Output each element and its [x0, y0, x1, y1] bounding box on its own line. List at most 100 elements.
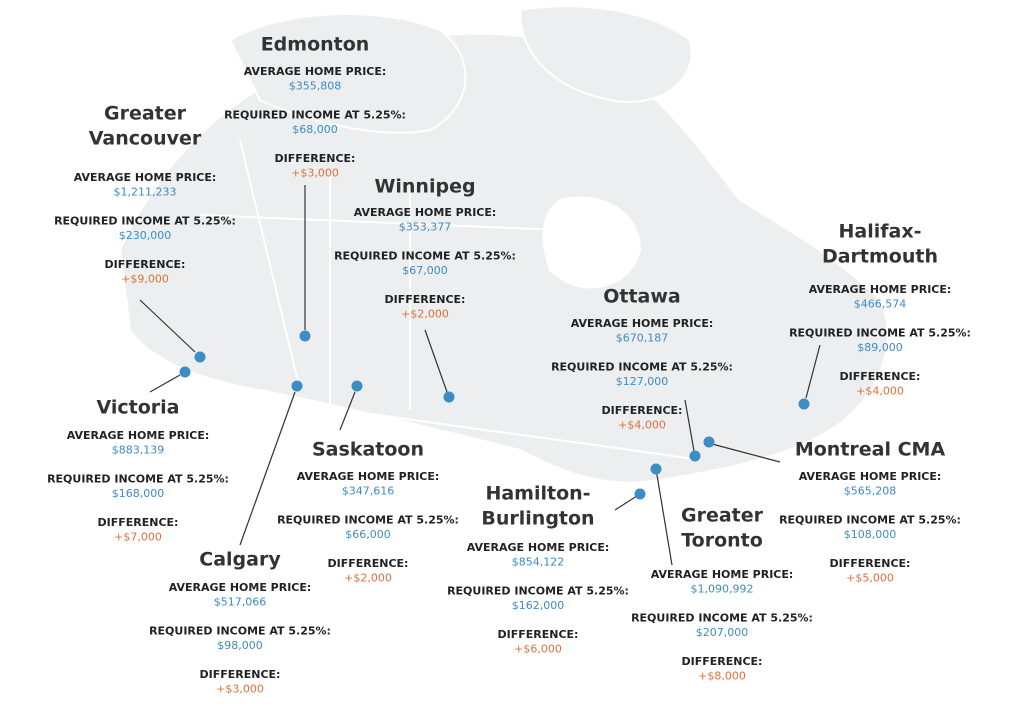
field-label: REQUIRED INCOME AT 5.25%: — [224, 109, 406, 122]
field-label: AVERAGE HOME PRICE: — [74, 171, 217, 184]
city-dot — [194, 351, 206, 363]
city-name: Vancouver — [89, 128, 202, 150]
field-label: REQUIRED INCOME AT 5.25%: — [631, 612, 813, 625]
field-label: DIFFERENCE: — [275, 152, 356, 165]
city-dot — [703, 436, 715, 448]
border — [199, 214, 561, 231]
city-name: Dartmouth — [822, 246, 938, 268]
difference-value: +$3,000 — [216, 683, 264, 696]
leader-line — [424, 329, 448, 393]
price-value: $517,066 — [214, 596, 267, 609]
border — [239, 139, 301, 391]
city-dot — [798, 398, 810, 410]
difference-value: +$3,000 — [291, 167, 339, 180]
field-label: DIFFERENCE: — [830, 557, 911, 570]
borders — [129, 139, 701, 461]
field-label: AVERAGE HOME PRICE: — [809, 283, 952, 296]
price-value: $347,616 — [342, 485, 395, 498]
price-value: $1,090,992 — [691, 583, 754, 596]
leader-line — [684, 399, 695, 452]
field-label: AVERAGE HOME PRICE: — [169, 581, 312, 594]
field-label: AVERAGE HOME PRICE: — [467, 541, 610, 554]
city-name: Toronto — [681, 530, 763, 552]
city-name: Hamilton- — [485, 483, 590, 505]
field-label: REQUIRED INCOME AT 5.25%: — [779, 514, 961, 527]
income-value: $162,000 — [512, 599, 565, 612]
border — [129, 369, 701, 461]
income-value: $68,000 — [292, 123, 338, 136]
price-value: $854,122 — [512, 556, 565, 569]
income-value: $127,000 — [616, 375, 669, 388]
arctic-islands — [228, 13, 467, 134]
difference-value: +$9,000 — [121, 273, 169, 286]
field-label: REQUIRED INCOME AT 5.25%: — [47, 473, 229, 486]
price-value: $565,208 — [844, 485, 897, 498]
difference-value: +$5,000 — [846, 572, 894, 585]
field-label: DIFFERENCE: — [602, 404, 683, 417]
field-label: DIFFERENCE: — [200, 668, 281, 681]
city-dot — [351, 380, 363, 392]
field-label: DIFFERENCE: — [105, 258, 186, 271]
field-label: DIFFERENCE: — [385, 293, 466, 306]
arctic-islands — [518, 5, 693, 103]
city-name: Ottawa — [603, 286, 681, 308]
field-label: DIFFERENCE: — [840, 370, 921, 383]
city-name: Edmonton — [261, 34, 370, 56]
city-name: Victoria — [97, 397, 180, 419]
field-label: AVERAGE HOME PRICE: — [571, 317, 714, 330]
city-dot — [291, 380, 303, 392]
income-value: $67,000 — [402, 264, 448, 277]
difference-value: +$8,000 — [698, 670, 746, 683]
leader-line — [149, 374, 181, 393]
field-label: REQUIRED INCOME AT 5.25%: — [334, 250, 516, 263]
city-name: Winnipeg — [374, 176, 475, 198]
income-value: $207,000 — [696, 626, 749, 639]
field-label: REQUIRED INCOME AT 5.25%: — [447, 585, 629, 598]
price-value: $353,377 — [399, 221, 452, 234]
difference-value: +$6,000 — [514, 643, 562, 656]
city-dot — [650, 463, 662, 475]
city-name: Montreal CMA — [795, 439, 946, 461]
city-name: Greater — [104, 103, 187, 125]
difference-value: +$7,000 — [114, 531, 162, 544]
difference-value: +$4,000 — [856, 385, 904, 398]
field-label: REQUIRED INCOME AT 5.25%: — [789, 327, 971, 340]
city-dot — [179, 366, 191, 378]
field-label: AVERAGE HOME PRICE: — [244, 65, 387, 78]
income-value: $168,000 — [112, 487, 165, 500]
field-label: REQUIRED INCOME AT 5.25%: — [551, 361, 733, 374]
field-label: AVERAGE HOME PRICE: — [297, 470, 440, 483]
difference-value: +$4,000 — [618, 419, 666, 432]
leader-line — [239, 391, 296, 546]
field-label: AVERAGE HOME PRICE: — [651, 568, 794, 581]
city-dot — [299, 330, 311, 342]
difference-value: +$2,000 — [344, 572, 392, 585]
difference-value: +$2,000 — [401, 308, 449, 321]
city-name: Greater — [681, 505, 764, 527]
map-background — [118, 5, 889, 484]
income-value: $66,000 — [345, 528, 391, 541]
city-dot — [443, 391, 455, 403]
field-label: REQUIRED INCOME AT 5.25%: — [277, 514, 459, 527]
income-value: $108,000 — [844, 528, 897, 541]
city-name: Halifax- — [839, 221, 922, 243]
income-value: $98,000 — [217, 639, 263, 652]
field-label: REQUIRED INCOME AT 5.25%: — [149, 625, 331, 638]
leader-line — [711, 443, 781, 463]
hudson-bay — [542, 196, 642, 289]
leader-line — [655, 468, 673, 566]
income-value: $89,000 — [857, 341, 903, 354]
income-value: $230,000 — [119, 229, 172, 242]
price-value: $670,187 — [616, 332, 669, 345]
city-dot — [634, 488, 646, 500]
city-name: Calgary — [199, 549, 281, 571]
city-name: Burlington — [481, 508, 594, 530]
leader-line — [805, 344, 821, 399]
city-dot — [689, 450, 701, 462]
price-value: $466,574 — [854, 298, 907, 311]
leader-line — [339, 391, 356, 431]
field-label: DIFFERENCE: — [328, 557, 409, 570]
price-value: $355,808 — [289, 80, 342, 93]
field-label: AVERAGE HOME PRICE: — [354, 206, 497, 219]
field-label: AVERAGE HOME PRICE: — [799, 470, 942, 483]
